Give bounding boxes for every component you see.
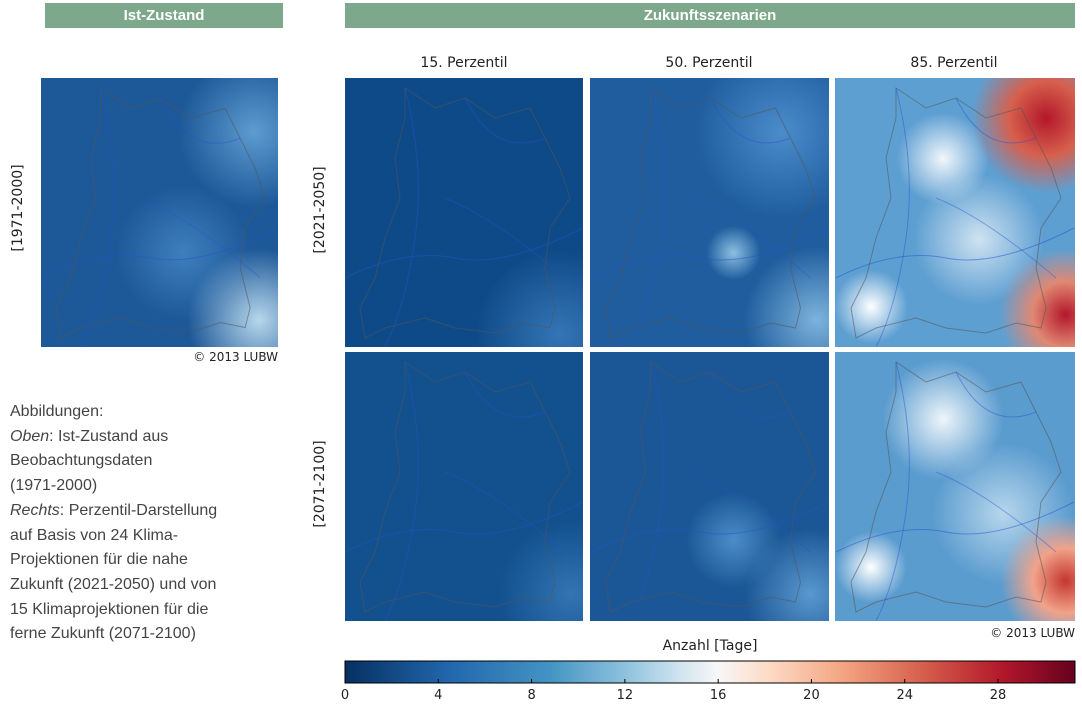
map xyxy=(835,352,1075,621)
map xyxy=(345,352,583,621)
map xyxy=(590,78,829,347)
description-line: Oben: Ist-Zustand aus xyxy=(10,428,168,446)
description-line: (1971-2000) xyxy=(10,477,97,495)
text: Projektionen für die nahe xyxy=(10,551,188,568)
text: (1971-2000) xyxy=(10,477,97,494)
description-line: ferne Zukunft (2071-2100) xyxy=(10,625,196,643)
colorbar-fill xyxy=(345,661,1075,683)
row-label: [2071-2100] xyxy=(312,384,328,584)
map xyxy=(835,78,1075,347)
tick-label: 24 xyxy=(896,688,913,703)
column-title: 50. Perzentil xyxy=(589,55,829,71)
period-label: [1971-2000] xyxy=(10,108,26,308)
text: 15 Klimaprojektionen für die xyxy=(10,601,208,618)
text: Beobachtungsdaten xyxy=(10,452,152,469)
description-line: auf Basis von 24 Klima- xyxy=(10,527,178,545)
tick-label: 12 xyxy=(617,688,634,703)
header-bar: Zukunftsszenarien xyxy=(345,3,1075,28)
header-bar: Ist-Zustand xyxy=(45,3,283,28)
column-title: 85. Perzentil xyxy=(834,55,1074,71)
tick-label: 4 xyxy=(434,688,442,703)
text: ferne Zukunft (2071-2100) xyxy=(10,625,196,642)
colorbar-gradient xyxy=(345,661,1075,683)
map xyxy=(590,352,829,621)
colorbar: 0 4 8 12 16 20 24 28 xyxy=(335,655,1082,708)
emphasis: Oben xyxy=(10,428,49,445)
map xyxy=(345,78,583,347)
column-title: 15. Perzentil xyxy=(344,55,584,71)
description-line: Projektionen für die nahe xyxy=(10,551,188,569)
description-line: Zukunft (2021-2050) und von xyxy=(10,576,216,594)
tick-label: 28 xyxy=(990,688,1007,703)
credit: © 2013 LUBW xyxy=(78,350,278,364)
description-line: Abbildungen: xyxy=(10,403,103,421)
text: Zukunft (2021-2050) und von xyxy=(10,576,216,593)
description-line: Rechts: Perzentil-Darstellung xyxy=(10,502,217,520)
tick-label: 8 xyxy=(527,688,535,703)
text: : Perzentil-Darstellung xyxy=(60,502,217,519)
tick-label: 0 xyxy=(341,688,349,703)
emphasis: Rechts xyxy=(10,502,60,519)
text: auf Basis von 24 Klima- xyxy=(10,527,178,544)
page: Ist-Zustand Zukunftsszenarien [1971-2000… xyxy=(0,0,1082,708)
tick-label: 20 xyxy=(803,688,820,703)
map xyxy=(41,78,278,347)
description-line: 15 Klimaprojektionen für die xyxy=(10,601,208,619)
text: Abbildungen: xyxy=(10,403,103,420)
text: : Ist-Zustand aus xyxy=(49,428,168,445)
colorbar-label: Anzahl [Tage] xyxy=(560,638,860,654)
credit: © 2013 LUBW xyxy=(875,626,1075,640)
tick-label: 16 xyxy=(710,688,727,703)
description-line: Beobachtungsdaten xyxy=(10,452,152,470)
row-label: [2021-2050] xyxy=(312,110,328,310)
